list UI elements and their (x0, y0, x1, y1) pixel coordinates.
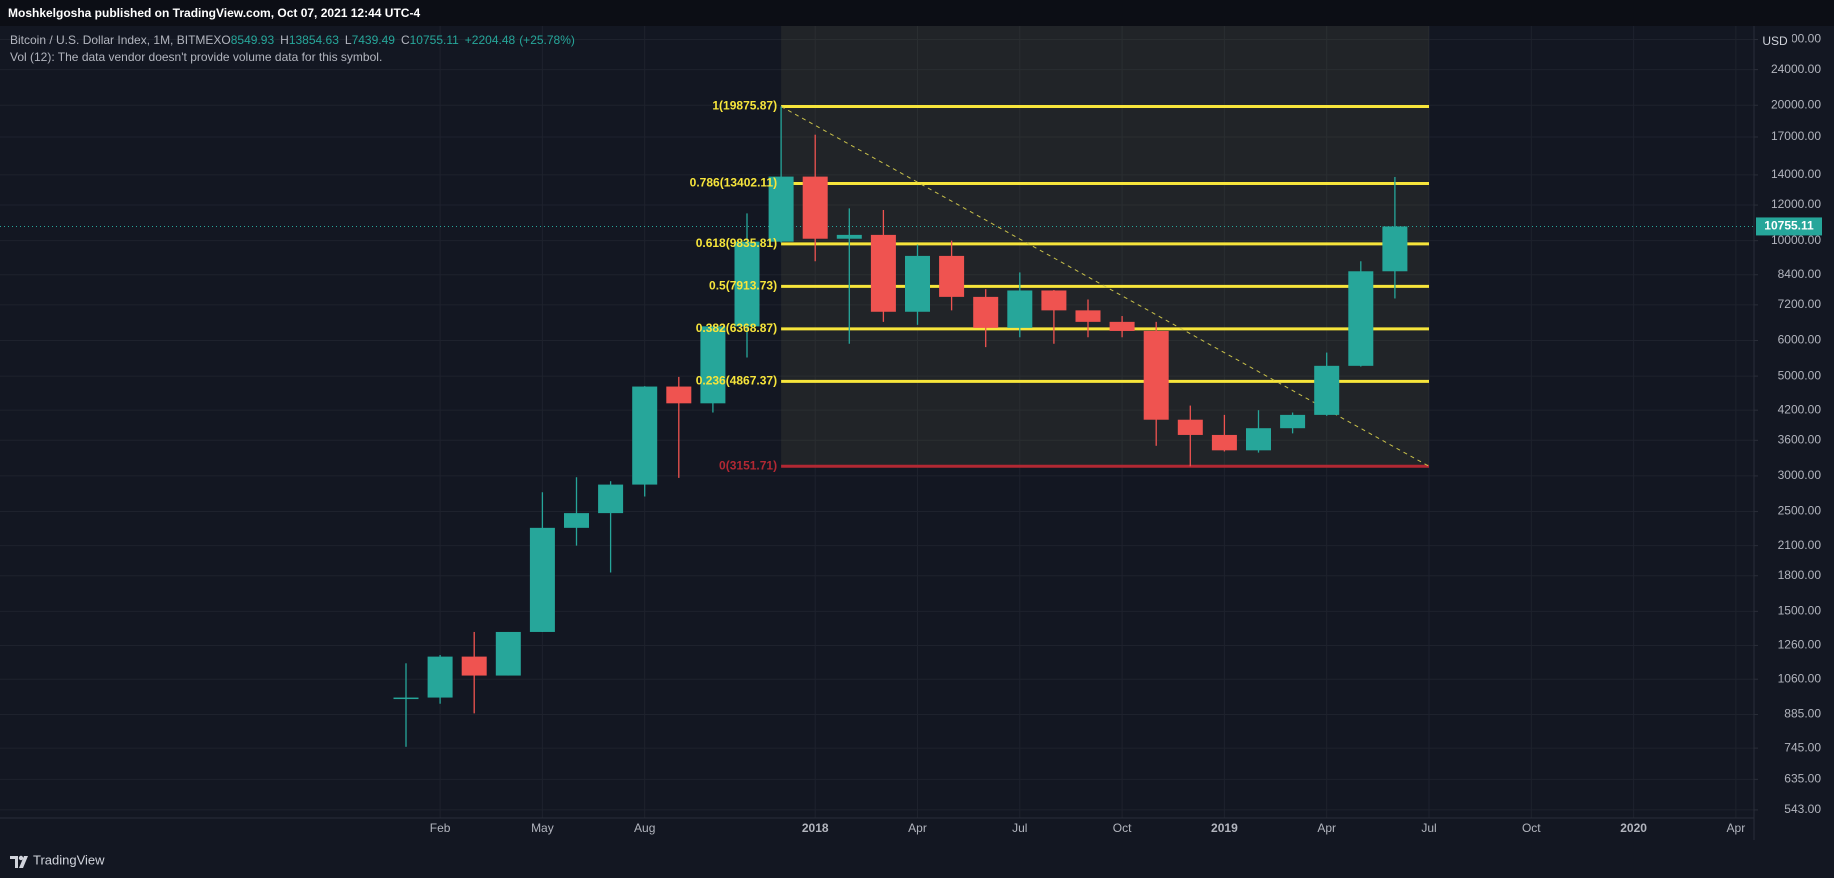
currency: USD (1762, 34, 1788, 48)
candle-body (666, 386, 692, 404)
fib-label: 0.5(7913.73) (709, 279, 777, 293)
y-tick-label: 1800.00 (1778, 568, 1822, 582)
x-tick-label: Jul (1421, 821, 1436, 835)
y-tick-label: 1260.00 (1778, 638, 1822, 652)
last-price-tag (1756, 217, 1822, 236)
volume-note: Vol (12): The data vendor doesn't provid… (10, 50, 382, 64)
y-tick-label: 3600.00 (1778, 432, 1822, 446)
y-tick-label: 17000.00 (1771, 129, 1821, 143)
candle-body (1177, 419, 1203, 435)
candle-body (427, 656, 453, 698)
currency-box (1758, 34, 1792, 50)
x-tick-label: 2018 (802, 821, 829, 835)
y-tick-label: 885.00 (1784, 707, 1821, 721)
fib-label: 0.236(4867.37) (696, 374, 777, 388)
candle-body (1075, 310, 1101, 322)
candle-body (1143, 330, 1169, 420)
y-tick-label: 635.00 (1784, 772, 1821, 786)
candle-body (700, 326, 726, 404)
x-tick-label: Jul (1012, 821, 1027, 835)
candle-body (870, 234, 896, 312)
last-price-label: 10755.11 (1764, 219, 1814, 233)
candle-body (905, 255, 930, 312)
change-pct: (+25.78%) (519, 33, 575, 47)
fib-label: 0.618(9835.81) (696, 236, 777, 250)
y-tick-label: 7200.00 (1778, 297, 1822, 311)
ohlc-value: 13854.63 (289, 33, 339, 47)
candle-body (1246, 428, 1271, 451)
publisher-bar (0, 0, 1834, 26)
y-tick-label: 10000.00 (1771, 233, 1821, 247)
y-tick-label: 1500.00 (1778, 604, 1822, 618)
fib-label: 0.786(13402.11) (690, 176, 777, 190)
candle-body (836, 234, 862, 239)
candle-body (1280, 414, 1306, 429)
logo (10, 855, 28, 868)
candle-body (1041, 290, 1067, 311)
x-tick-label: Oct (1113, 821, 1132, 835)
x-tick-label: Oct (1522, 821, 1541, 835)
fib-label: 0(3151.71) (719, 458, 777, 472)
candle-body (564, 513, 589, 528)
y-tick-label: 24000.00 (1771, 62, 1821, 76)
y-tick-label: 1060.00 (1778, 671, 1822, 685)
ohlc-value: 7439.49 (352, 33, 396, 47)
ohlc-letter: C (401, 33, 410, 47)
y-tick-label: 12000.00 (1771, 197, 1821, 211)
y-tick-label: 8400.00 (1778, 267, 1822, 281)
candle-body (768, 176, 794, 242)
y-tick-label: 5000.00 (1778, 368, 1822, 382)
ohlc-letter: O (221, 33, 230, 47)
candle-body (802, 176, 828, 239)
candle-body (461, 656, 487, 676)
candle-body (1109, 321, 1135, 331)
y-tick-label: 3000.00 (1778, 468, 1822, 482)
candle-body (598, 484, 624, 514)
candle-body (393, 697, 419, 700)
brand: TradingView (33, 852, 105, 867)
x-tick-label: Apr (1317, 821, 1336, 835)
y-tick-label: 6000.00 (1778, 333, 1822, 347)
candle-body (495, 631, 521, 676)
x-tick-label: Apr (1727, 821, 1746, 835)
fib-label: 0.382(6368.87) (696, 321, 777, 335)
candle-body (1211, 434, 1237, 451)
x-tick-label: Aug (634, 821, 655, 835)
plot: 1(19875.87) 0.786(13402.11) 0.618(9835.81)… (0, 26, 1754, 818)
candle-body (734, 241, 760, 327)
ohlc-letter: L (345, 33, 352, 47)
x-tick-label: Apr (908, 821, 927, 835)
ohlc: O8549.93 H13854.63 L7439.49 C10755.11 +2204.… (221, 33, 574, 47)
x-tick-label: 2019 (1211, 821, 1238, 835)
ohlc-value: 10755.11 (410, 33, 459, 47)
legend: Bitcoin / U.S. Dollar Index, 1M, BITMEXO… (10, 33, 575, 47)
candle-body (939, 255, 965, 297)
y-tick-label: 4200.00 (1778, 402, 1822, 416)
footer (0, 848, 1834, 878)
candle-body (1314, 365, 1340, 415)
change: +2204.48 (465, 33, 516, 47)
candle-body (1007, 290, 1033, 328)
y-tick-label: 745.00 (1784, 740, 1821, 754)
candle-body (632, 386, 658, 485)
y-tick-label: 14000.00 (1771, 167, 1821, 181)
ohlc-letter: H (280, 33, 289, 47)
fib-label: 1(19875.87) (712, 99, 777, 113)
x-tick-label: Feb (430, 821, 451, 835)
candle-body (973, 296, 999, 328)
x-tick-label: 2020 (1620, 821, 1647, 835)
publisher: Moshkelgosha published on TradingView.co… (8, 6, 420, 20)
ohlc-value: 8549.93 (231, 33, 275, 47)
y-tick-label: 20000.00 (1771, 97, 1821, 111)
candle-body (1348, 271, 1374, 366)
y-tick-label: 2100.00 (1778, 538, 1822, 552)
y-tick-label: 2500.00 (1778, 504, 1822, 518)
symbol: Bitcoin / U.S. Dollar Index, 1M, BITMEX (10, 33, 221, 47)
y-tick-label: 543.00 (1784, 802, 1821, 816)
x-tick-label: May (531, 821, 554, 835)
candle-body (1382, 226, 1408, 272)
candle-body (529, 527, 555, 632)
